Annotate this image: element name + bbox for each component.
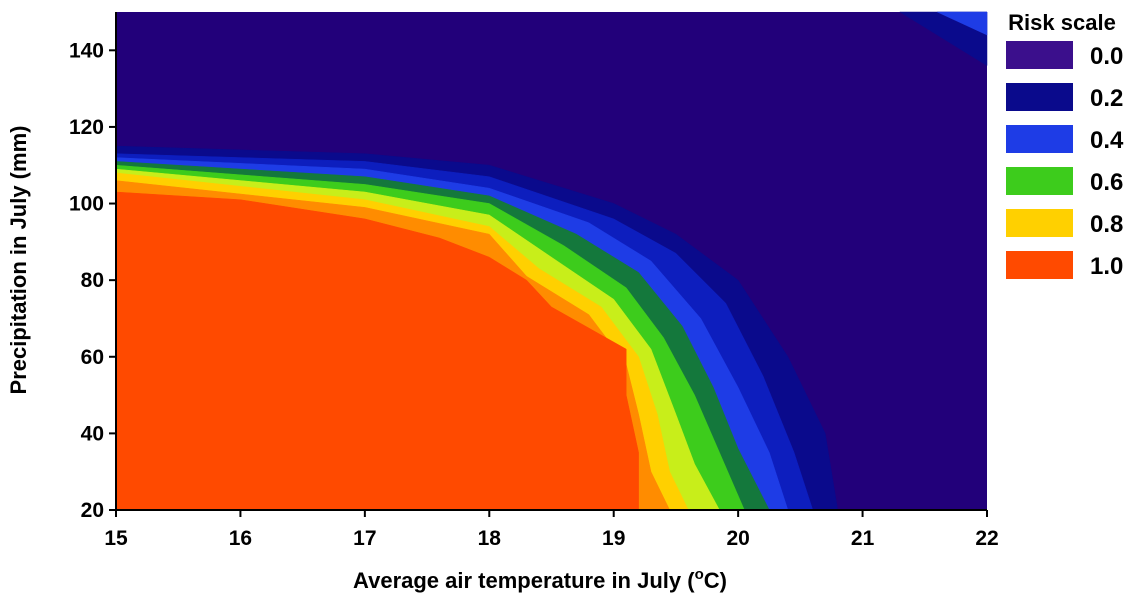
y-tick-label: 140 — [69, 39, 104, 62]
legend-swatch — [1006, 41, 1073, 69]
x-tick-label: 16 — [229, 527, 252, 550]
contour-level-1-8 — [115, 191, 639, 511]
x-tick-label: 20 — [726, 527, 749, 550]
legend: Risk scale 0.0 0.2 0.4 0.6 0.8 1.0 — [1006, 10, 1124, 280]
legend-label: 1.0 — [1090, 253, 1123, 280]
contour-level-0-4-10 — [937, 11, 988, 36]
plot-area — [115, 11, 988, 511]
y-tick-label: 120 — [69, 116, 104, 139]
x-axis-title: Average air temperature in July (oC) — [353, 566, 727, 593]
x-axis-title-unit: C) — [704, 568, 727, 593]
y-tick-label: 40 — [81, 422, 104, 445]
legend-swatch — [1006, 83, 1073, 111]
legend-label: 0.0 — [1090, 43, 1123, 70]
legend-swatch — [1006, 167, 1073, 195]
x-tick-label: 15 — [104, 527, 128, 550]
x-axis-title-main: Average air temperature in July ( — [353, 568, 695, 593]
x-tick-label: 21 — [851, 527, 875, 550]
y-tick-label: 100 — [69, 193, 104, 216]
x-axis-title-superscript: o — [695, 566, 704, 583]
y-tick-label: 80 — [81, 269, 104, 292]
y-tick-label: 20 — [81, 499, 104, 522]
legend-swatch — [1006, 209, 1073, 237]
x-tick-label: 18 — [478, 527, 502, 550]
x-tick-label: 17 — [353, 527, 376, 550]
legend-label: 0.8 — [1090, 211, 1123, 238]
y-axis-title: Precipitation in July (mm) — [6, 126, 31, 395]
legend-swatch — [1006, 251, 1073, 279]
legend-label: 0.2 — [1090, 85, 1123, 112]
y-tick-label: 60 — [81, 346, 104, 369]
axes: 15 16 17 18 19 20 21 22 20 40 60 80 100 120 140 — [69, 12, 999, 550]
legend-label: 0.4 — [1090, 127, 1124, 154]
legend-label: 0.6 — [1090, 169, 1123, 196]
legend-title: Risk scale — [1008, 10, 1116, 35]
legend-swatch — [1006, 125, 1073, 153]
x-tick-label: 22 — [975, 527, 998, 550]
x-tick-label: 19 — [602, 527, 625, 550]
